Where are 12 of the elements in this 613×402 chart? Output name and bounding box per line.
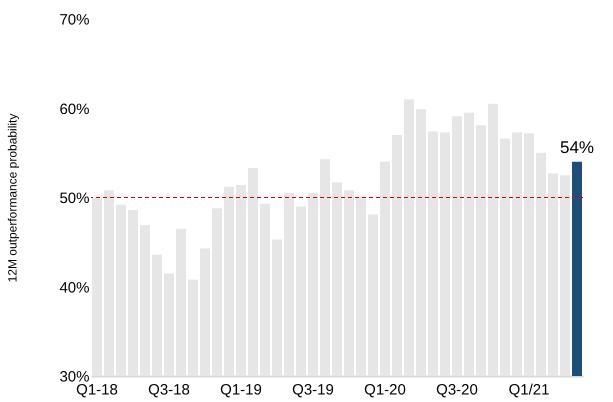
y-tick-label: 50% bbox=[59, 190, 90, 207]
x-tick-label: Q1-20 bbox=[364, 382, 406, 398]
y-tick-label: 70% bbox=[59, 12, 90, 28]
x-tick-label: Q1/21 bbox=[508, 382, 550, 398]
y-axis-title: 12M outperformance probability bbox=[5, 114, 20, 282]
y-tick-label: 60% bbox=[59, 100, 90, 118]
x-tick-label: Q1-19 bbox=[220, 382, 262, 398]
x-tick-label: Q3-19 bbox=[292, 382, 334, 398]
y-tick-label: 40% bbox=[59, 279, 90, 296]
data-label: 54% bbox=[560, 138, 594, 157]
x-tick-label: Q3-20 bbox=[436, 382, 478, 398]
x-tick-label: Q3-18 bbox=[148, 382, 190, 398]
